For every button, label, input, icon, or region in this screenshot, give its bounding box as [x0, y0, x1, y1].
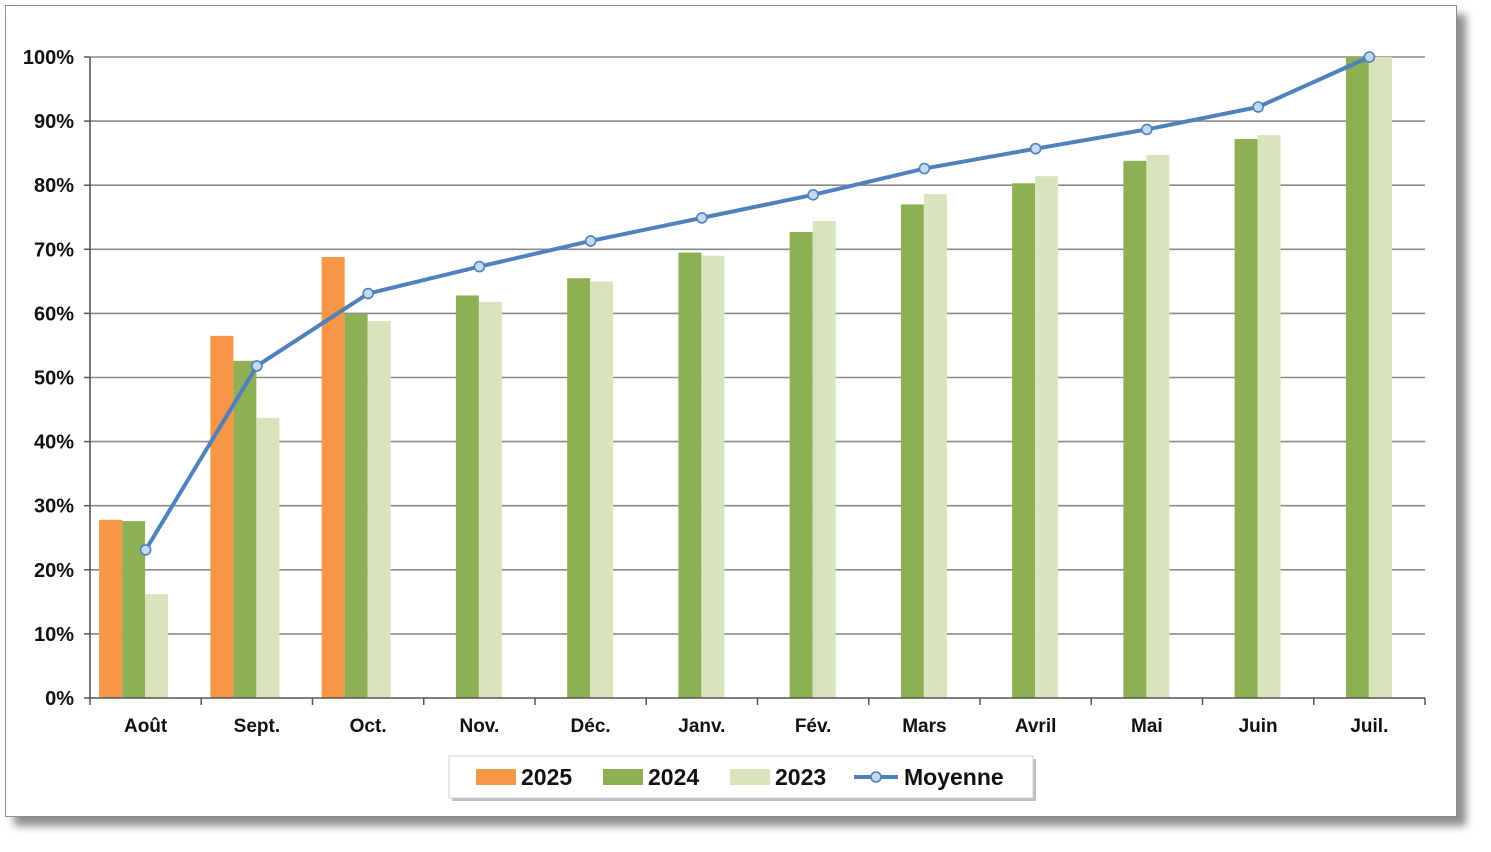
point-Moyenne	[1141, 123, 1153, 136]
point-Moyenne	[473, 260, 486, 273]
y-tick-label: 10%	[34, 624, 74, 646]
y-tick-label: 90%	[34, 111, 74, 133]
legend-swatch-2023	[730, 769, 770, 785]
bar-2024	[344, 314, 368, 698]
bar-2024	[455, 295, 479, 698]
point-Moyenne	[362, 287, 374, 300]
bar-2023	[923, 194, 947, 698]
y-axis-ticks: 0% 10% 20% 30% 40% 50% 60% 70% 80% 90% 100%	[23, 47, 74, 710]
bar-2023	[478, 301, 502, 698]
bar-2023	[1257, 135, 1281, 698]
y-tick-label: 0%	[45, 688, 74, 710]
x-tick-label: Sept.	[234, 716, 280, 737]
point-Moyenne	[1252, 101, 1264, 113]
legend-label-2025: 2025	[521, 764, 572, 790]
bar-2023	[590, 281, 614, 698]
x-tick-label: Avril	[1015, 716, 1057, 737]
bar-2023	[701, 255, 725, 698]
bar-2023	[1146, 155, 1170, 698]
bar-2025	[321, 256, 345, 698]
legend-label-2023: 2023	[775, 764, 826, 790]
y-tick-label: 40%	[34, 432, 74, 454]
bar-2024	[678, 252, 702, 698]
bar-2023	[145, 594, 169, 698]
average-line	[139, 51, 1376, 556]
bar-2024	[789, 231, 813, 699]
bar-2024	[567, 278, 591, 698]
bar-2023	[256, 417, 280, 698]
axes	[84, 56, 1426, 705]
point-Moyenne	[1363, 51, 1376, 63]
y-tick-label: 30%	[34, 496, 74, 518]
x-tick-label: Déc.	[571, 716, 611, 737]
x-tick-label: Fév.	[795, 716, 832, 737]
x-tick-label: Nov.	[459, 716, 499, 737]
bar-2023	[812, 221, 836, 698]
line-Moyenne	[143, 55, 1371, 551]
bar-2024	[1345, 57, 1369, 698]
bar-2023	[367, 321, 391, 698]
bar-2024	[1234, 139, 1258, 699]
bar-2024	[233, 360, 257, 698]
bar-2025	[99, 519, 123, 698]
bar-2023	[1368, 57, 1392, 698]
bars	[99, 57, 1392, 699]
legend: 2025 2024 2023 Moyenne	[448, 755, 1036, 801]
legend-label-Moyenne: Moyenne	[904, 764, 1004, 790]
bar-2024	[1123, 160, 1147, 699]
y-tick-label: 60%	[34, 303, 74, 325]
bar-2024	[122, 521, 146, 698]
bar-2023	[1035, 176, 1059, 698]
x-tick-label: Juil.	[1350, 716, 1388, 737]
y-tick-label: 100%	[23, 47, 74, 69]
legend-swatch-2024	[603, 769, 643, 785]
x-tick-label: Juin	[1239, 716, 1278, 737]
bar-2024	[1012, 183, 1036, 699]
point-Moyenne	[139, 544, 152, 556]
y-tick-label: 20%	[34, 560, 74, 582]
x-tick-label: Janv.	[678, 716, 725, 737]
bar-2025	[210, 335, 234, 698]
x-tick-label: Août	[124, 716, 168, 737]
point-Moyenne	[696, 212, 708, 224]
x-tick-label: Oct.	[350, 716, 387, 737]
x-tick-label: Mai	[1131, 716, 1163, 737]
chart-canvas: 0% 10% 20% 30% 40% 50% 60% 70% 80% 90% 100% Août Se…	[23, 47, 1426, 801]
y-tick-label: 70%	[34, 239, 74, 261]
bar-2024	[900, 204, 924, 698]
x-tick-label: Mars	[902, 716, 946, 737]
legend-marker-Moyenne	[870, 771, 882, 783]
y-tick-label: 50%	[34, 368, 74, 390]
legend-label-2024: 2024	[648, 764, 699, 790]
chart-frame: 0% 10% 20% 30% 40% 50% 60% 70% 80% 90% 100% Août Se…	[5, 5, 1457, 817]
point-Moyenne	[251, 360, 263, 372]
point-Moyenne	[807, 189, 819, 201]
point-Moyenne	[918, 162, 931, 175]
point-Moyenne	[1029, 142, 1042, 155]
gridlines	[90, 56, 1425, 635]
y-tick-label: 80%	[34, 175, 74, 197]
x-axis-ticks: Août Sept. Oct. Nov. Déc. Janv. Fév. Mars Avril M…	[124, 716, 1388, 737]
point-Moyenne	[584, 235, 597, 247]
legend-swatch-2025	[476, 769, 516, 785]
